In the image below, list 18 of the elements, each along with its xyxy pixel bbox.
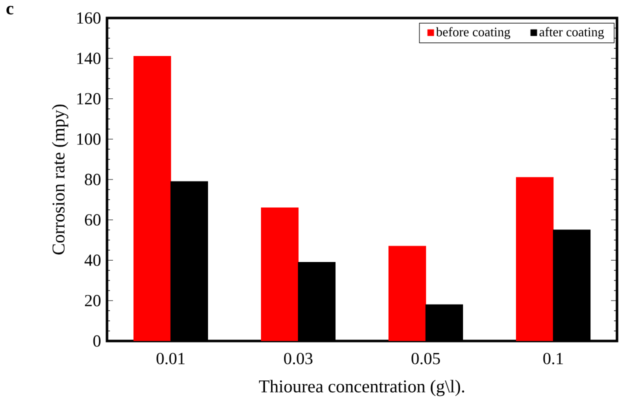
x-tick-label: 0.1 xyxy=(543,352,563,364)
text: c xyxy=(6,6,14,14)
y-axis-title: Corrosion rate (mpy) xyxy=(52,104,68,254)
y-tick-label: 0 xyxy=(93,335,101,347)
y-tick-label: 120 xyxy=(77,93,101,104)
y-tick-label: 40 xyxy=(84,254,101,266)
y-tick-label: 100 xyxy=(77,133,101,145)
legend-label: before coating xyxy=(436,27,510,40)
y-tick-label: 140 xyxy=(77,52,101,64)
x-tick-label: 0.03 xyxy=(284,352,312,364)
y-tick-label: 60 xyxy=(84,214,101,226)
y-tick-label: 80 xyxy=(84,174,101,186)
legend-label: after coating xyxy=(540,27,604,40)
y-tick-label: 160 xyxy=(77,12,101,24)
x-tick-label: 0.01 xyxy=(156,352,185,364)
x-axis-title: Thiourea concentration (g\l). xyxy=(259,380,464,396)
y-tick-label: 20 xyxy=(84,294,101,306)
x-tick-label: 0.05 xyxy=(412,352,440,364)
